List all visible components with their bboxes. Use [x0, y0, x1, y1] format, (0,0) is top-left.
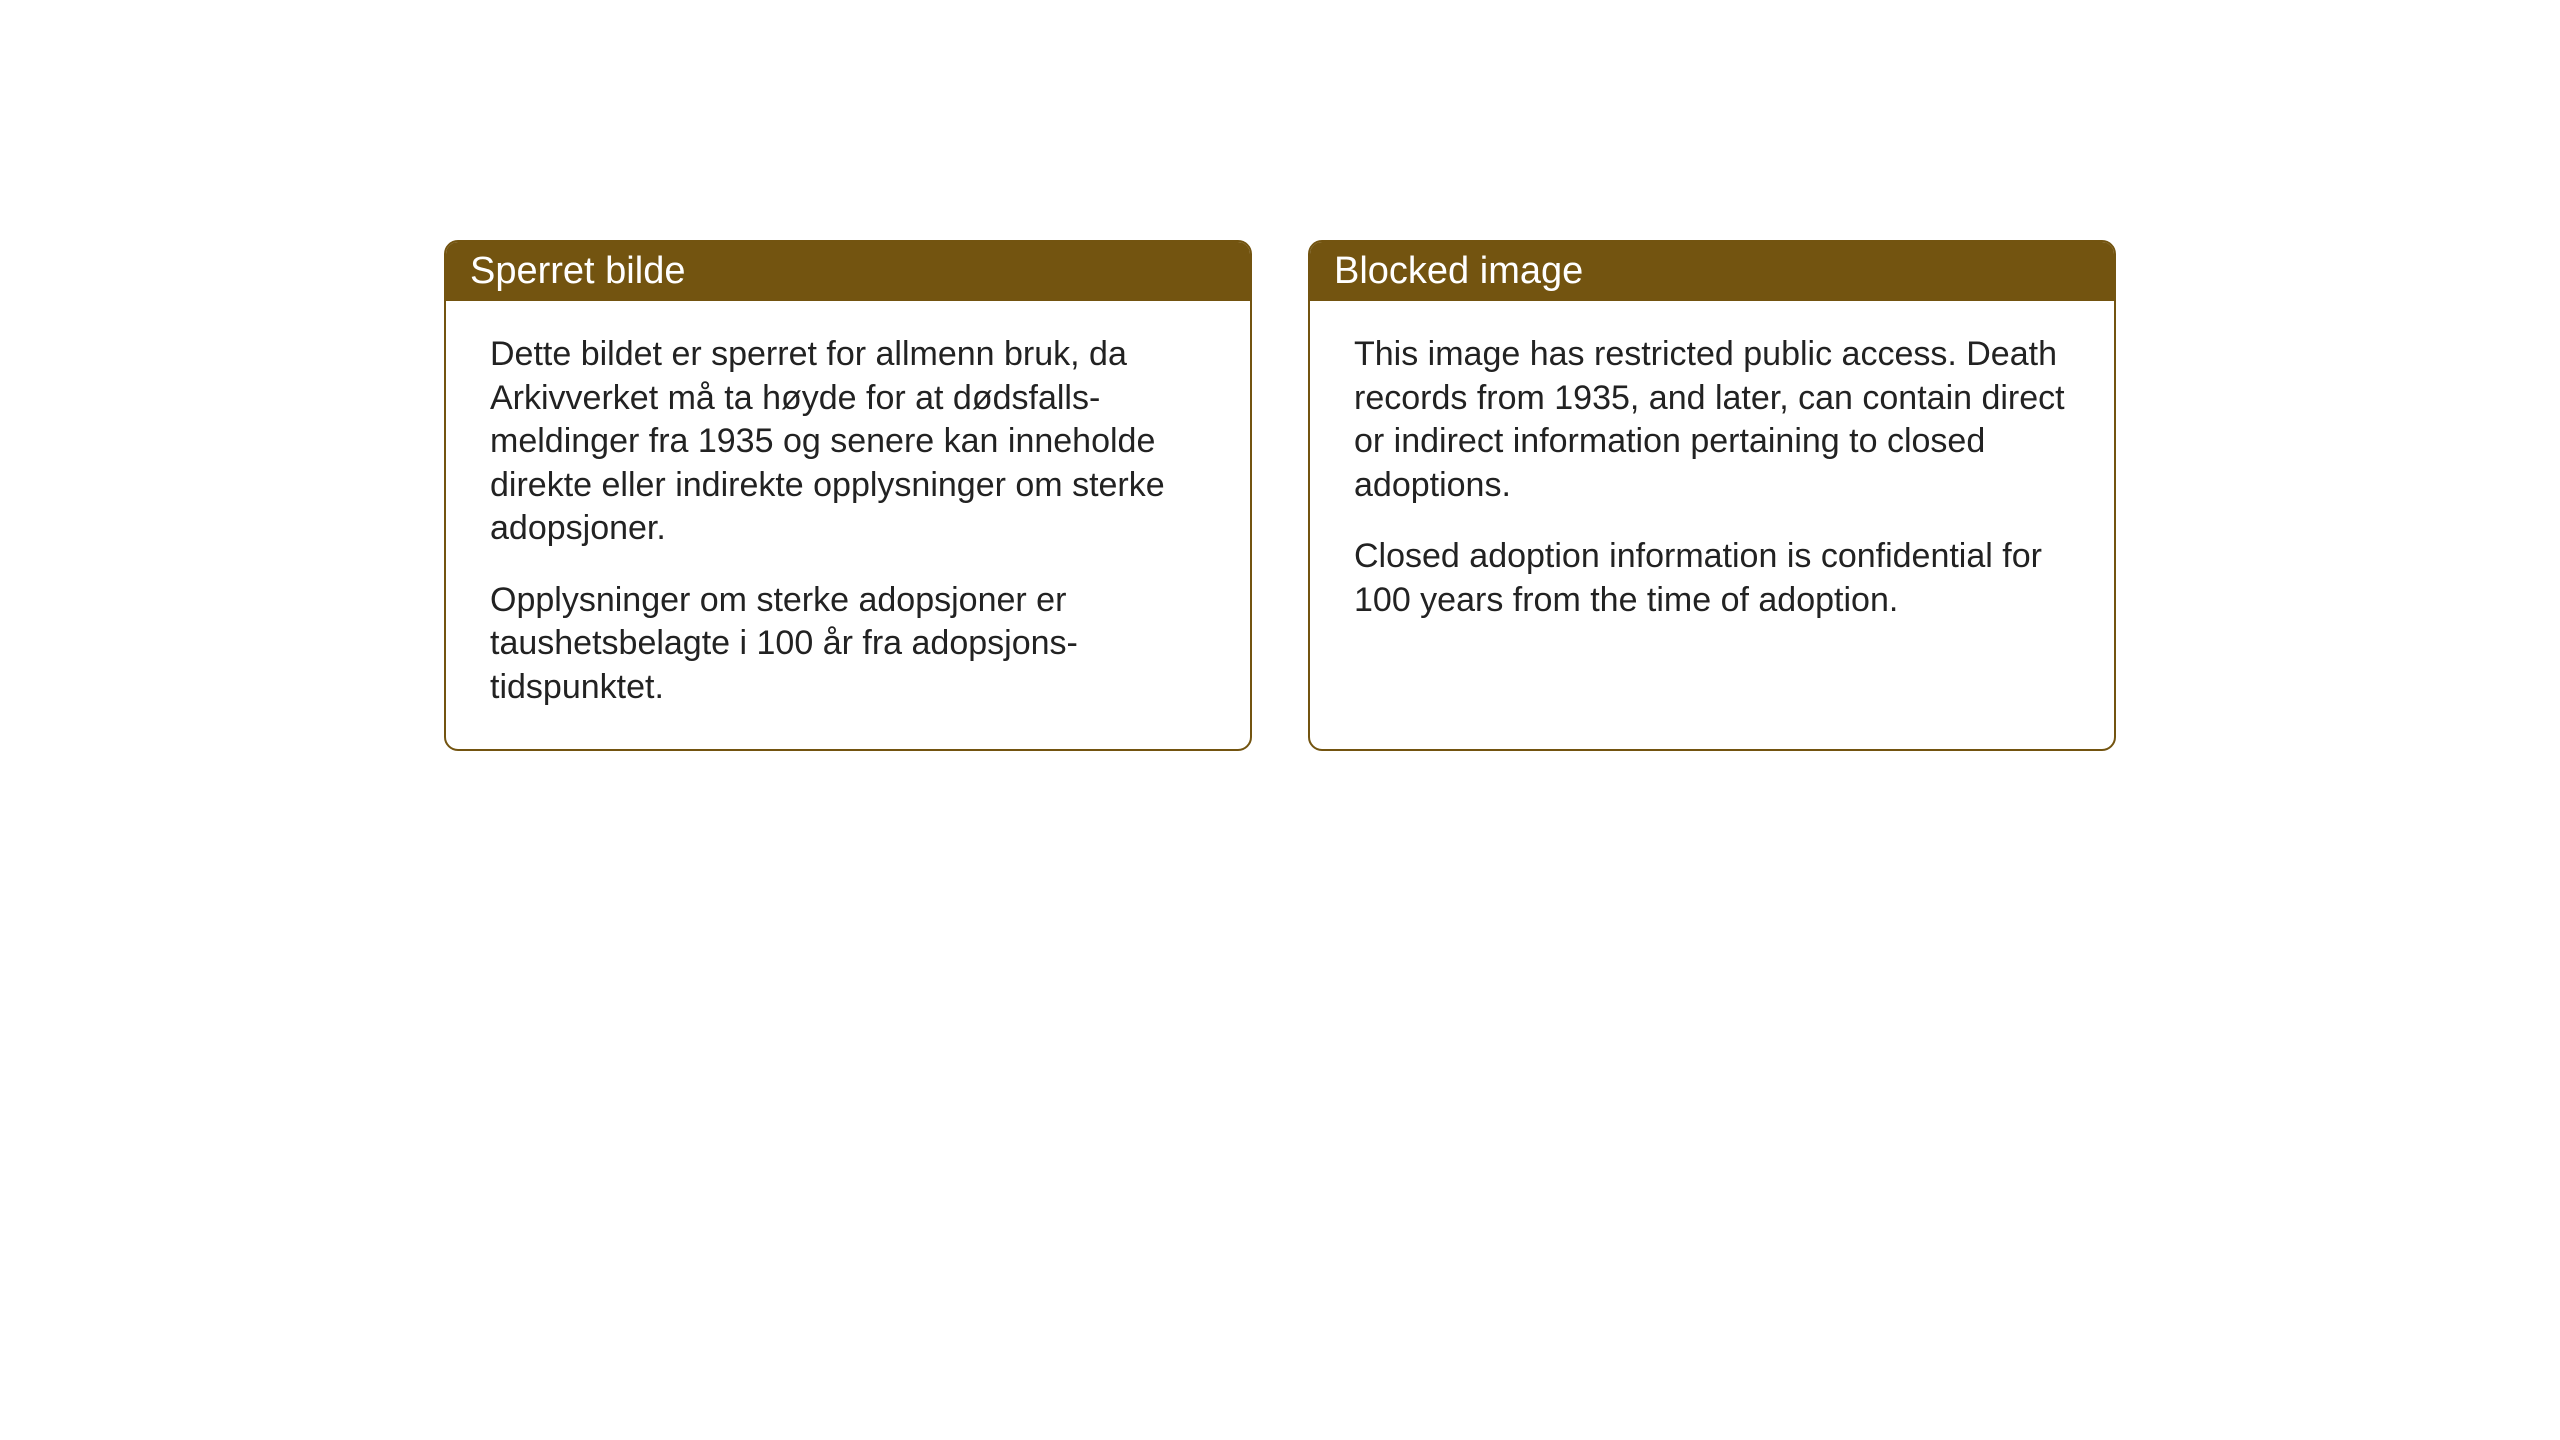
- panel-english: Blocked image This image has restricted …: [1308, 240, 2116, 751]
- panel-body-norwegian: Dette bildet er sperret for allmenn bruk…: [446, 301, 1250, 749]
- paragraph-english-1: This image has restricted public access.…: [1354, 333, 2070, 507]
- panel-body-english: This image has restricted public access.…: [1310, 301, 2114, 662]
- panel-header-english: Blocked image: [1310, 242, 2114, 301]
- panel-norwegian: Sperret bilde Dette bildet er sperret fo…: [444, 240, 1252, 751]
- panel-header-norwegian: Sperret bilde: [446, 242, 1250, 301]
- paragraph-english-2: Closed adoption information is confident…: [1354, 535, 2070, 622]
- panels-container: Sperret bilde Dette bildet er sperret fo…: [444, 240, 2116, 751]
- paragraph-norwegian-2: Opplysninger om sterke adopsjoner er tau…: [490, 579, 1206, 710]
- paragraph-norwegian-1: Dette bildet er sperret for allmenn bruk…: [490, 333, 1206, 551]
